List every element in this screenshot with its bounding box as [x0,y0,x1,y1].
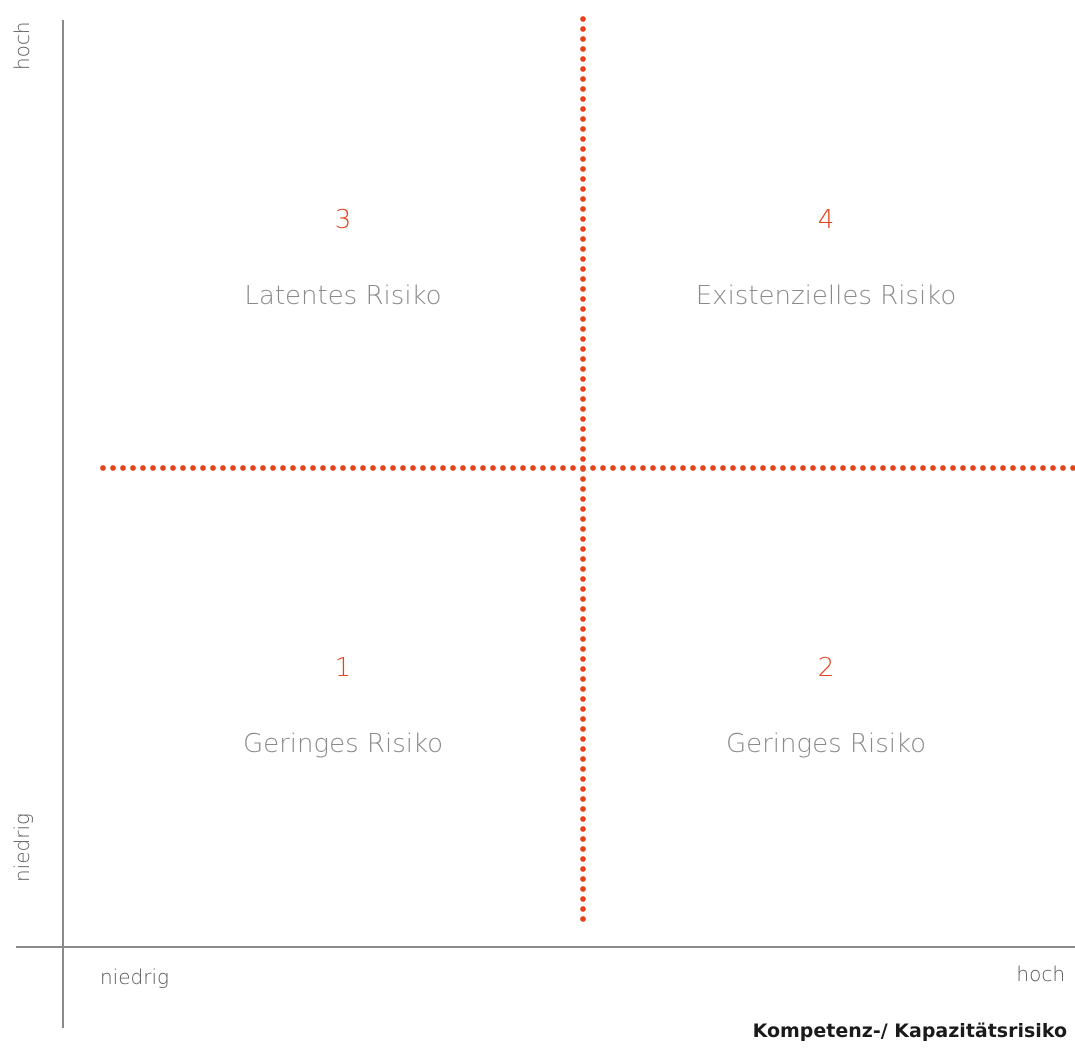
x-axis-low-label: niedrig [100,965,170,989]
quadrant-label: Existenzielles Risiko [695,281,957,311]
y-axis-high-label: hoch [10,21,34,70]
quadrant-number: 4 [817,205,835,235]
x-axis-line [16,946,1075,948]
x-axis-high-label: hoch [1016,962,1065,986]
quadrant-number: 1 [334,653,352,683]
horizontal-divider [98,465,1075,471]
quadrant-number: 3 [334,205,352,235]
quadrant-label: Geringes Risiko [725,729,927,759]
y-axis-line [62,20,64,1028]
quadrant-2: 2 Geringes Risiko [626,653,1026,759]
quadrant-label: Geringes Risiko [242,729,444,759]
quadrant-3: 3 Latentes Risiko [143,205,543,311]
quadrant-number: 2 [817,653,835,683]
y-axis-low-label: niedrig [10,812,34,882]
quadrant-label: Latentes Risiko [244,281,442,311]
quadrant-4: 4 Existenzielles Risiko [626,205,1026,311]
quadrant-1: 1 Geringes Risiko [143,653,543,759]
x-axis-title: Kompetenz-/ Kapazitätsrisiko [752,1020,1067,1042]
